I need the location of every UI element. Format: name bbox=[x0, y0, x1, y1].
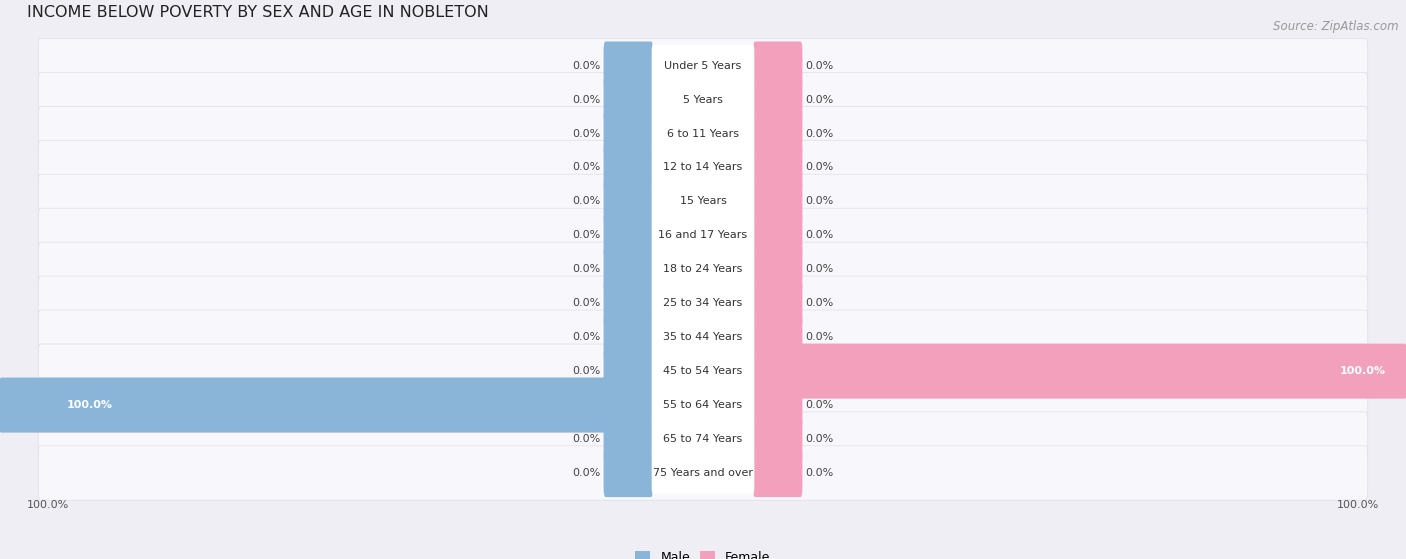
FancyBboxPatch shape bbox=[603, 279, 652, 328]
Text: 100.0%: 100.0% bbox=[1337, 500, 1379, 510]
Text: 0.0%: 0.0% bbox=[806, 196, 834, 206]
Text: 0.0%: 0.0% bbox=[806, 94, 834, 105]
FancyBboxPatch shape bbox=[38, 344, 1368, 399]
FancyBboxPatch shape bbox=[38, 140, 1368, 195]
FancyBboxPatch shape bbox=[651, 45, 755, 86]
Text: 0.0%: 0.0% bbox=[806, 468, 834, 478]
Text: 100.0%: 100.0% bbox=[1340, 366, 1385, 376]
FancyBboxPatch shape bbox=[651, 316, 755, 358]
Text: 35 to 44 Years: 35 to 44 Years bbox=[664, 332, 742, 342]
Text: Source: ZipAtlas.com: Source: ZipAtlas.com bbox=[1274, 20, 1399, 32]
Text: INCOME BELOW POVERTY BY SEX AND AGE IN NOBLETON: INCOME BELOW POVERTY BY SEX AND AGE IN N… bbox=[27, 6, 489, 21]
Text: 0.0%: 0.0% bbox=[572, 196, 600, 206]
FancyBboxPatch shape bbox=[38, 242, 1368, 296]
FancyBboxPatch shape bbox=[603, 177, 652, 225]
Text: 0.0%: 0.0% bbox=[806, 332, 834, 342]
FancyBboxPatch shape bbox=[754, 41, 803, 89]
Text: 0.0%: 0.0% bbox=[572, 299, 600, 308]
Text: 0.0%: 0.0% bbox=[572, 366, 600, 376]
Text: 0.0%: 0.0% bbox=[572, 163, 600, 172]
FancyBboxPatch shape bbox=[754, 245, 803, 293]
Text: Under 5 Years: Under 5 Years bbox=[665, 60, 741, 70]
Text: 0.0%: 0.0% bbox=[572, 332, 600, 342]
Text: 100.0%: 100.0% bbox=[27, 500, 69, 510]
FancyBboxPatch shape bbox=[603, 347, 652, 395]
Text: 0.0%: 0.0% bbox=[572, 230, 600, 240]
Text: 0.0%: 0.0% bbox=[572, 94, 600, 105]
FancyBboxPatch shape bbox=[603, 41, 652, 89]
FancyBboxPatch shape bbox=[651, 249, 755, 290]
FancyBboxPatch shape bbox=[38, 208, 1368, 263]
FancyBboxPatch shape bbox=[603, 75, 652, 124]
Text: 0.0%: 0.0% bbox=[806, 129, 834, 139]
FancyBboxPatch shape bbox=[651, 282, 755, 324]
FancyBboxPatch shape bbox=[38, 106, 1368, 160]
Text: 0.0%: 0.0% bbox=[572, 264, 600, 274]
FancyBboxPatch shape bbox=[38, 446, 1368, 500]
FancyBboxPatch shape bbox=[38, 276, 1368, 330]
FancyBboxPatch shape bbox=[38, 73, 1368, 127]
Text: 15 Years: 15 Years bbox=[679, 196, 727, 206]
FancyBboxPatch shape bbox=[754, 313, 803, 361]
Text: 0.0%: 0.0% bbox=[806, 400, 834, 410]
FancyBboxPatch shape bbox=[651, 113, 755, 154]
Text: 0.0%: 0.0% bbox=[806, 264, 834, 274]
FancyBboxPatch shape bbox=[603, 110, 652, 158]
FancyBboxPatch shape bbox=[603, 211, 652, 259]
Text: 0.0%: 0.0% bbox=[572, 129, 600, 139]
FancyBboxPatch shape bbox=[754, 143, 803, 192]
FancyBboxPatch shape bbox=[603, 143, 652, 192]
FancyBboxPatch shape bbox=[603, 313, 652, 361]
FancyBboxPatch shape bbox=[38, 378, 1368, 432]
FancyBboxPatch shape bbox=[651, 418, 755, 459]
FancyBboxPatch shape bbox=[651, 215, 755, 256]
Text: 6 to 11 Years: 6 to 11 Years bbox=[666, 129, 740, 139]
FancyBboxPatch shape bbox=[754, 415, 803, 463]
Text: 0.0%: 0.0% bbox=[806, 230, 834, 240]
Text: 0.0%: 0.0% bbox=[806, 299, 834, 308]
FancyBboxPatch shape bbox=[38, 39, 1368, 93]
Text: 0.0%: 0.0% bbox=[572, 434, 600, 444]
Text: 25 to 34 Years: 25 to 34 Years bbox=[664, 299, 742, 308]
Text: 55 to 64 Years: 55 to 64 Years bbox=[664, 400, 742, 410]
FancyBboxPatch shape bbox=[752, 344, 1406, 399]
FancyBboxPatch shape bbox=[754, 110, 803, 158]
FancyBboxPatch shape bbox=[651, 79, 755, 120]
Text: 0.0%: 0.0% bbox=[572, 468, 600, 478]
FancyBboxPatch shape bbox=[754, 279, 803, 328]
Text: 45 to 54 Years: 45 to 54 Years bbox=[664, 366, 742, 376]
FancyBboxPatch shape bbox=[38, 412, 1368, 466]
FancyBboxPatch shape bbox=[754, 211, 803, 259]
Text: 5 Years: 5 Years bbox=[683, 94, 723, 105]
FancyBboxPatch shape bbox=[38, 174, 1368, 229]
Text: 12 to 14 Years: 12 to 14 Years bbox=[664, 163, 742, 172]
FancyBboxPatch shape bbox=[603, 245, 652, 293]
Text: 0.0%: 0.0% bbox=[806, 60, 834, 70]
FancyBboxPatch shape bbox=[754, 75, 803, 124]
FancyBboxPatch shape bbox=[754, 177, 803, 225]
Legend: Male, Female: Male, Female bbox=[636, 551, 770, 559]
Text: 18 to 24 Years: 18 to 24 Years bbox=[664, 264, 742, 274]
Text: 0.0%: 0.0% bbox=[572, 60, 600, 70]
Text: 0.0%: 0.0% bbox=[806, 434, 834, 444]
FancyBboxPatch shape bbox=[651, 181, 755, 222]
FancyBboxPatch shape bbox=[38, 310, 1368, 364]
FancyBboxPatch shape bbox=[754, 449, 803, 497]
Text: 100.0%: 100.0% bbox=[66, 400, 112, 410]
FancyBboxPatch shape bbox=[0, 377, 654, 433]
FancyBboxPatch shape bbox=[651, 452, 755, 494]
FancyBboxPatch shape bbox=[754, 381, 803, 429]
FancyBboxPatch shape bbox=[651, 147, 755, 188]
Text: 75 Years and over: 75 Years and over bbox=[652, 468, 754, 478]
FancyBboxPatch shape bbox=[603, 415, 652, 463]
FancyBboxPatch shape bbox=[603, 449, 652, 497]
FancyBboxPatch shape bbox=[651, 350, 755, 392]
FancyBboxPatch shape bbox=[651, 385, 755, 426]
Text: 0.0%: 0.0% bbox=[806, 163, 834, 172]
Text: 65 to 74 Years: 65 to 74 Years bbox=[664, 434, 742, 444]
Text: 16 and 17 Years: 16 and 17 Years bbox=[658, 230, 748, 240]
